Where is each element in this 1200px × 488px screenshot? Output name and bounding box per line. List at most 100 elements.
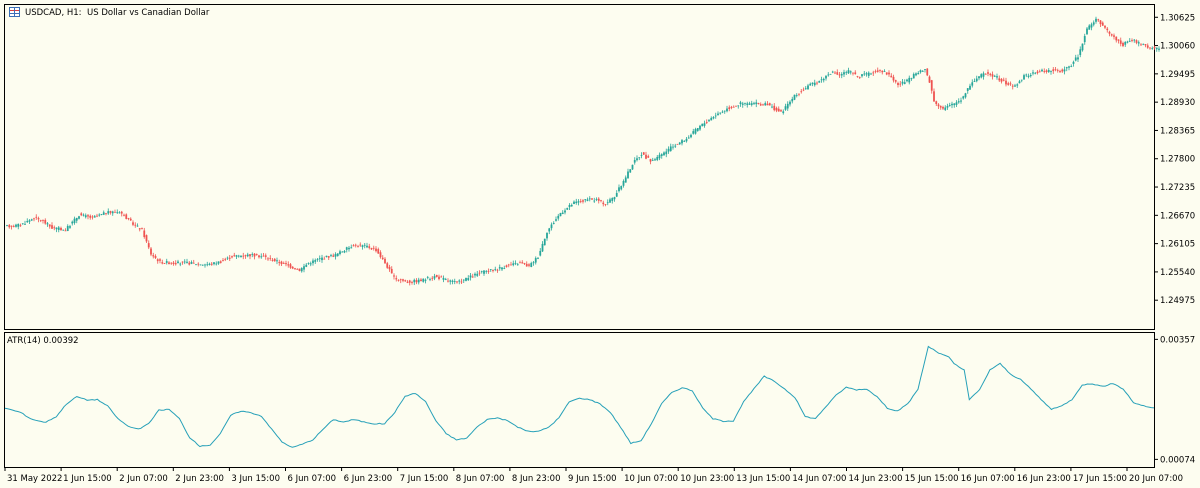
candle [591, 198, 593, 201]
candle [294, 267, 296, 270]
candle [723, 110, 726, 114]
candle [638, 157, 641, 161]
candle [278, 259, 281, 266]
candle [408, 279, 411, 286]
time-tick-label: 2 Jun 23:00 [175, 474, 224, 484]
candle [775, 106, 778, 113]
candle [606, 199, 609, 206]
candle [539, 248, 542, 257]
candle [1095, 16, 1097, 24]
candle [15, 223, 17, 228]
candle [240, 254, 242, 258]
candle [381, 255, 384, 261]
candle [208, 262, 211, 266]
candle [138, 227, 141, 232]
price-tick-label: 1.26105 [1160, 240, 1195, 250]
candle [51, 222, 53, 230]
candle [516, 262, 519, 266]
candle [271, 257, 274, 262]
candle [352, 244, 355, 247]
candle [795, 93, 798, 98]
candle [829, 73, 832, 75]
candle [726, 105, 728, 113]
candle [251, 252, 254, 258]
candle [1155, 47, 1158, 52]
candle [12, 224, 15, 228]
candle [660, 153, 663, 159]
candle [309, 261, 312, 267]
candle [836, 69, 839, 76]
candle [804, 86, 807, 90]
candle [676, 143, 679, 145]
price-tick-label: 1.30060 [1160, 42, 1195, 52]
candle [987, 69, 989, 77]
candle [998, 75, 1001, 82]
candle [10, 225, 13, 230]
time-tick-label: 13 Jun 15:00 [736, 474, 790, 484]
candle [1099, 20, 1102, 27]
candle [458, 279, 461, 285]
candle [1086, 27, 1088, 35]
candle [6, 224, 8, 227]
candle [422, 278, 425, 283]
time-tick-label: 14 Jun 07:00 [792, 474, 846, 484]
candle [1007, 81, 1010, 86]
candle [942, 105, 944, 111]
candle [694, 127, 697, 135]
candle [530, 261, 533, 268]
price-tick-label: 1.27235 [1160, 183, 1195, 193]
candle [399, 278, 402, 284]
candle [273, 257, 276, 262]
candle [822, 77, 825, 83]
candle [777, 106, 780, 112]
candle [287, 261, 290, 268]
candle [768, 102, 771, 106]
candle [154, 254, 157, 259]
candle [746, 101, 749, 108]
candle [928, 75, 931, 83]
candle [800, 88, 803, 94]
candle [26, 218, 29, 223]
candle [190, 260, 193, 265]
candle [24, 220, 26, 226]
candle [665, 148, 668, 158]
candle [910, 77, 913, 81]
candle [885, 72, 888, 76]
candle [46, 222, 49, 227]
time-tick-label: 16 Jun 23:00 [1017, 474, 1071, 484]
candle [474, 272, 476, 278]
time-tick-label: 15 Jun 15:00 [905, 474, 959, 484]
candle [975, 75, 978, 83]
time-tick-label: 2 Jun 07:00 [119, 474, 168, 484]
candle [924, 69, 926, 73]
candle [377, 247, 380, 254]
time-tick-label: 6 Jun 23:00 [344, 474, 393, 484]
price-axis: 1.30625 1.30060 1.29495 1.28930 1.28365 1.278… [1155, 13, 1195, 306]
candle [66, 224, 69, 232]
candle [451, 279, 454, 285]
candle [465, 277, 467, 282]
candle [793, 94, 796, 101]
candle [543, 238, 546, 246]
candle [966, 88, 969, 94]
candle [681, 139, 683, 146]
candle [384, 257, 386, 264]
candle [1115, 36, 1118, 43]
candle [132, 220, 134, 227]
price-tick-label: 1.28930 [1160, 98, 1195, 108]
candle [143, 227, 146, 239]
candle [883, 69, 886, 72]
candle [631, 164, 634, 171]
time-tick-label: 20 Jun 07:00 [1129, 474, 1183, 484]
candle [602, 200, 605, 207]
atr-line [4, 345, 1155, 448]
price-tick-label: 1.25540 [1160, 268, 1195, 278]
candle [1119, 37, 1122, 47]
candle [460, 278, 463, 284]
candle [258, 254, 260, 259]
candle [375, 246, 377, 253]
price-tick-label: 1.30625 [1160, 13, 1195, 23]
candle [1144, 43, 1147, 48]
